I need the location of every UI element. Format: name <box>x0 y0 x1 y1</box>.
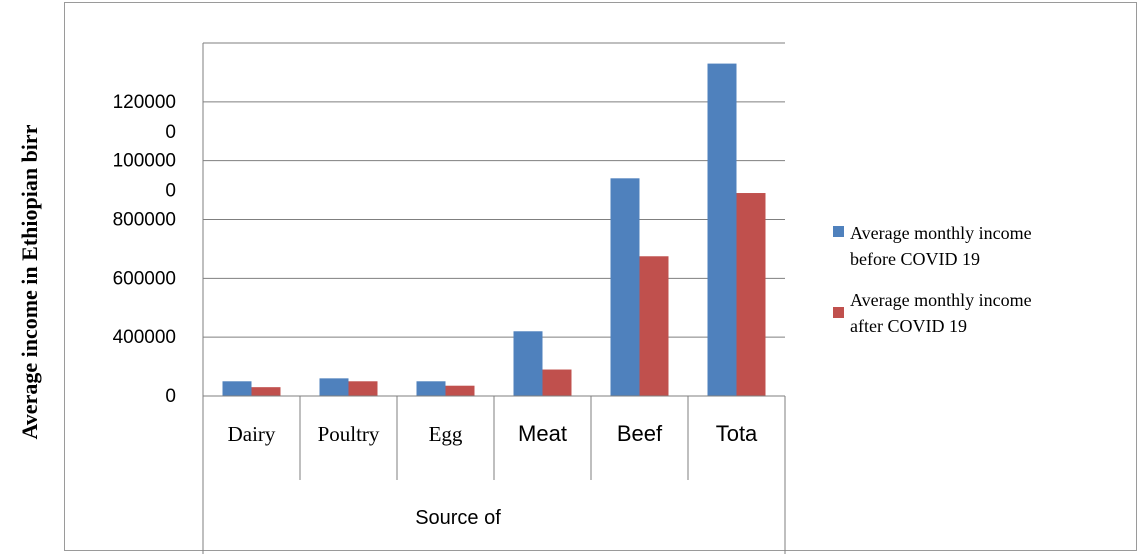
bar-before-beef <box>610 178 640 396</box>
bar-after-meat <box>542 369 572 396</box>
y-tick-label: 100000 <box>113 151 176 172</box>
x-axis-tick-labels: Dairy Poultry Egg Meat Beef Tota <box>228 421 758 446</box>
y-tick-label: 120000 <box>113 92 176 113</box>
x-tick-label: Beef <box>617 421 663 446</box>
bars <box>222 63 766 396</box>
legend-swatch <box>833 226 844 237</box>
x-tick-label: Dairy <box>228 422 276 446</box>
legend: Average monthly income before COVID 19 Ave… <box>833 223 1032 336</box>
axis-lines <box>202 43 786 554</box>
bar-after-poultry <box>348 381 378 396</box>
y-tick-label: 0 <box>165 122 176 143</box>
y-tick-label: 800000 <box>113 210 176 231</box>
bar-before-meat <box>513 331 543 396</box>
bar-before-poultry <box>319 378 349 396</box>
bar-after-tota <box>736 193 766 396</box>
gridlines <box>203 42 785 338</box>
bar-after-beef <box>639 256 669 396</box>
legend-label: Average monthly income after COVID 19 <box>850 290 1032 336</box>
bar-before-egg <box>416 381 446 396</box>
x-axis-title: Source of <box>415 507 501 529</box>
y-tick-label: 0 <box>165 181 176 202</box>
y-axis-title: Average income in Ethiopian birr <box>17 124 42 439</box>
x-tick-label: Poultry <box>318 422 380 446</box>
chart-frame <box>64 2 1137 551</box>
bar-before-dairy <box>222 381 252 396</box>
bar-before-tota <box>707 63 737 396</box>
bar-after-egg <box>445 385 475 396</box>
x-tick-label: Meat <box>518 421 567 446</box>
y-tick-label: 0 <box>165 386 176 407</box>
legend-label: Average monthly income before COVID 19 <box>850 223 1032 269</box>
bar-after-dairy <box>251 387 281 396</box>
x-tick-label: Egg <box>429 422 463 446</box>
legend-swatch <box>833 307 844 318</box>
y-tick-label: 600000 <box>113 268 176 289</box>
y-tick-label: 400000 <box>113 327 176 348</box>
x-tick-label: Tota <box>716 421 758 446</box>
